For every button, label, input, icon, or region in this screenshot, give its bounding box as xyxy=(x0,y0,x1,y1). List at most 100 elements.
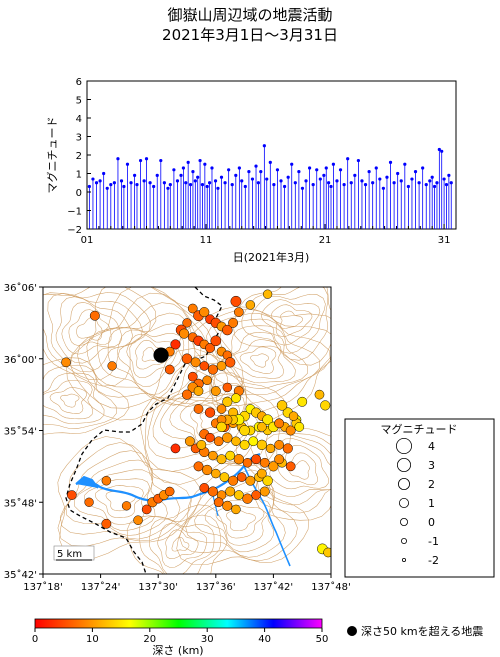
stem-point xyxy=(349,181,353,185)
map-lon-tick-label: 137˚30' xyxy=(138,581,178,593)
legend-label: -1 xyxy=(428,535,439,548)
contour-line xyxy=(226,510,256,531)
stem-point xyxy=(444,183,449,187)
epicenter-point xyxy=(274,454,285,465)
contour-line xyxy=(43,364,117,429)
legend-label: 3 xyxy=(428,459,435,472)
epicenter-point xyxy=(233,454,244,465)
epicenter-point xyxy=(231,393,241,404)
stem-point xyxy=(324,166,328,170)
epicenter-point xyxy=(256,439,268,451)
stem-point xyxy=(188,183,193,187)
colorbar-tick-label: 10 xyxy=(86,634,99,645)
epicenter-point xyxy=(199,361,210,371)
stem-point xyxy=(200,183,205,187)
legend-frame xyxy=(344,418,495,578)
contour-line xyxy=(278,452,318,486)
stem-point xyxy=(168,183,172,187)
contour-line xyxy=(262,438,331,497)
epicenter-point xyxy=(274,418,285,429)
stem-point xyxy=(102,171,106,176)
epicenter-point xyxy=(204,407,216,418)
stem-y-tick-label: 5 xyxy=(76,96,82,107)
contour-line xyxy=(160,383,249,460)
contour-line xyxy=(171,536,190,552)
map-lat-tick-label: 35˚54' xyxy=(4,426,37,438)
stem-point xyxy=(179,173,183,177)
stem-point xyxy=(135,183,139,187)
contour-line xyxy=(43,372,105,424)
stem-point xyxy=(440,149,444,153)
stem-point xyxy=(406,184,410,189)
stem-point xyxy=(162,181,166,185)
stem-point xyxy=(311,183,315,187)
stem-point xyxy=(272,183,276,187)
stem-point xyxy=(247,170,251,174)
stem-point xyxy=(198,158,202,163)
stem-plot-frame xyxy=(86,80,457,230)
epicenter-point xyxy=(141,504,152,515)
stem-point xyxy=(129,181,133,185)
epicenter-point xyxy=(323,547,331,558)
stem-point xyxy=(159,158,163,163)
epicenter-point xyxy=(181,389,193,400)
stem-point xyxy=(371,181,375,185)
river-main xyxy=(75,452,261,502)
epicenter-point xyxy=(276,400,288,411)
stem-point xyxy=(275,168,280,172)
stem-x-axis-label: 日(2021年3月) xyxy=(233,250,310,264)
legend-symbol xyxy=(397,477,410,490)
epicenter-point xyxy=(207,364,218,375)
chart-title-line1: 御嶽山周辺域の地震活動 xyxy=(167,6,333,24)
scale-bar: 5 km xyxy=(53,545,95,561)
epicenter-point xyxy=(101,475,112,486)
stem-point xyxy=(282,184,287,189)
contour-line xyxy=(138,514,222,574)
legend-items: 4 3 2 1 0 -1 -2 xyxy=(395,437,439,567)
stem-point xyxy=(437,147,441,152)
stem-point xyxy=(227,168,231,172)
contour-line xyxy=(43,380,94,420)
stem-point xyxy=(256,181,261,185)
epicenter-point xyxy=(187,371,198,382)
legend-title: マグニチュード xyxy=(381,422,458,436)
colorbar-tick-label: 30 xyxy=(201,634,214,645)
map-lon-tick-label: 137˚18' xyxy=(23,581,63,593)
stem-point xyxy=(403,162,407,166)
stem-y-axis-label: マグニチュード xyxy=(45,117,59,194)
stem-point xyxy=(152,184,156,189)
epicenter-point xyxy=(231,436,241,447)
epicenter-point xyxy=(207,486,218,497)
epicenter-point xyxy=(320,400,331,411)
stem-point xyxy=(262,144,266,148)
epicenter-point xyxy=(228,475,239,486)
epicenter-point xyxy=(216,404,227,414)
stem-point xyxy=(186,160,190,164)
stem-point xyxy=(381,186,385,190)
epicenter-point xyxy=(61,357,71,368)
epicenter-point xyxy=(164,486,175,497)
epicenter-point xyxy=(242,458,253,468)
stem-point xyxy=(98,179,102,183)
contour-line xyxy=(213,325,308,389)
epicenter-point xyxy=(222,382,233,393)
legend-label: 4 xyxy=(428,440,435,453)
chart-title-line2: 2021年3月1日～3月31日 xyxy=(162,26,338,44)
stem-point xyxy=(268,160,272,164)
stem-point xyxy=(346,157,350,161)
epicenter-point xyxy=(211,468,221,479)
stem-point xyxy=(254,164,258,168)
contour-line xyxy=(61,302,123,355)
contour-line xyxy=(49,387,87,414)
stem-point xyxy=(293,181,297,185)
stem-point xyxy=(424,183,428,187)
map-lon-tick-label: 137˚24' xyxy=(81,581,121,593)
epicenter-point xyxy=(202,464,213,476)
legend-label: 1 xyxy=(428,497,435,510)
epicenter-point xyxy=(187,303,198,314)
epicenter-point xyxy=(190,357,201,368)
stem-point xyxy=(385,175,389,179)
epicenter-point xyxy=(205,432,215,443)
stem-point xyxy=(265,177,269,181)
